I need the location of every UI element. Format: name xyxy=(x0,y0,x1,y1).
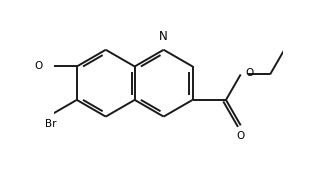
Text: Br: Br xyxy=(45,119,57,129)
Text: N: N xyxy=(159,30,168,43)
Text: O: O xyxy=(34,62,42,71)
Text: O: O xyxy=(245,68,253,78)
Text: O: O xyxy=(236,131,245,141)
